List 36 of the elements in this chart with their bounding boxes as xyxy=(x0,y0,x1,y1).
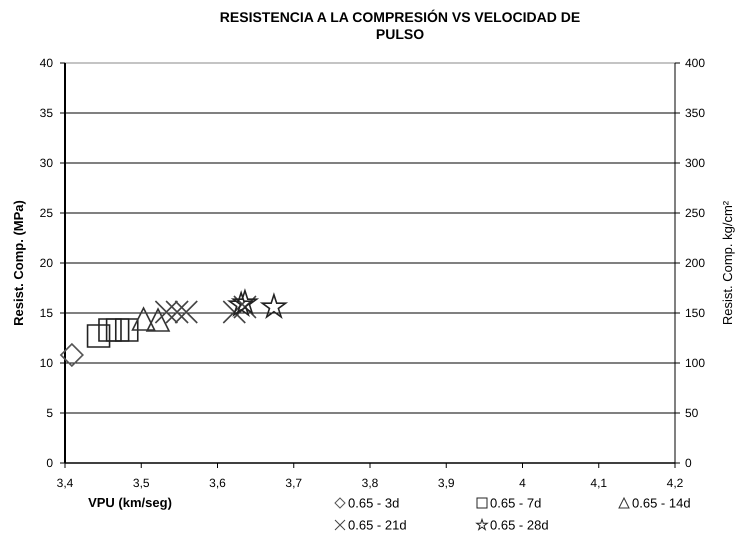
y-tick-label: 5 xyxy=(46,406,54,420)
y-tick-label: 0 xyxy=(46,456,54,470)
legend-label: 0.65 - 21d xyxy=(348,518,407,533)
x-tick-label: 3,6 xyxy=(209,476,226,490)
legend-label: 0.65 - 7d xyxy=(490,496,542,511)
y-tick-label: 40 xyxy=(40,56,54,70)
y-tick-label: 20 xyxy=(40,256,54,270)
legend-label: 0.65 - 14d xyxy=(632,496,691,511)
y-tick-label: 15 xyxy=(40,306,54,320)
y2-tick-label: 400 xyxy=(685,56,706,70)
y2-tick-label: 150 xyxy=(685,306,706,320)
x-tick-label: 3,9 xyxy=(438,476,455,490)
y2-tick-label: 50 xyxy=(685,406,699,420)
x-axis-title: VPU (km/seg) xyxy=(88,495,172,510)
x-tick-label: 3,4 xyxy=(56,476,74,490)
y2-tick-label: 300 xyxy=(685,156,706,170)
x-tick-label: 3,8 xyxy=(362,476,379,490)
y2-tick-label: 100 xyxy=(685,356,706,370)
y2-axis-title: Resist. Comp. kg/cm² xyxy=(720,200,735,326)
y2-tick-label: 200 xyxy=(685,256,706,270)
x-tick-label: 4,1 xyxy=(590,476,608,490)
y-tick-label: 10 xyxy=(40,356,54,370)
legend-label: 0.65 - 3d xyxy=(348,496,400,511)
y2-tick-label: 350 xyxy=(685,106,706,120)
x-tick-label: 4,2 xyxy=(666,476,684,490)
y2-tick-label: 0 xyxy=(685,456,692,470)
x-tick-label: 3,7 xyxy=(285,476,302,490)
x-tick-label: 3,5 xyxy=(132,476,150,490)
x-tick-label: 4 xyxy=(519,476,526,490)
y-tick-label: 30 xyxy=(40,156,54,170)
y-tick-label: 35 xyxy=(40,106,54,120)
y-tick-label: 25 xyxy=(40,206,54,220)
y2-tick-label: 250 xyxy=(685,206,706,220)
y-axis-title: Resist. Comp. (MPa) xyxy=(11,200,26,326)
legend-label: 0.65 - 28d xyxy=(490,518,549,533)
chart-title: RESISTENCIA A LA COMPRESIÓN VS VELOCIDAD DE PULSO xyxy=(220,9,580,42)
